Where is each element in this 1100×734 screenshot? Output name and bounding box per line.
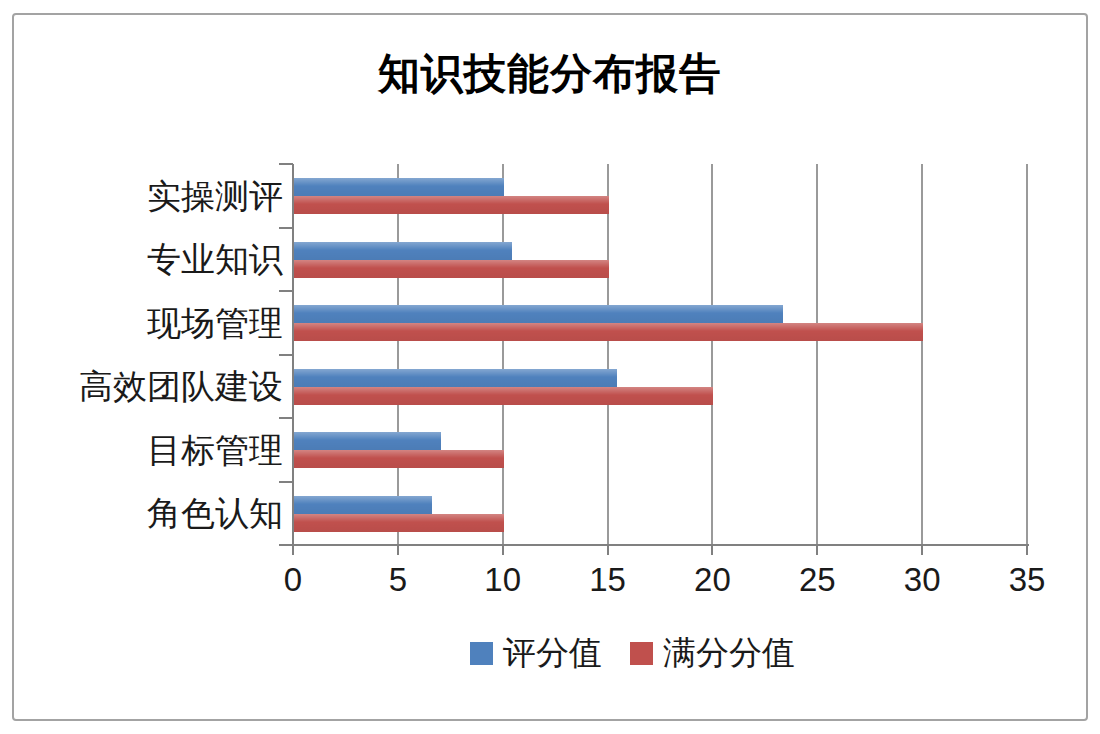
chart-canvas: 知识技能分布报告 05101520253035实操测评专业知识现场管理高效团队建… [0,0,1100,734]
y-tick-mark [279,544,293,546]
x-tick-mark [502,546,504,555]
category-label: 角色认知 [147,491,283,537]
x-tick-mark [292,546,294,555]
chart-legend: 评分值 满分分值 [470,631,795,676]
category-label: 目标管理 [147,428,283,474]
y-tick-mark [279,417,293,419]
category-label: 专业知识 [147,237,283,283]
gridline [1026,164,1028,545]
bar-评分值 [294,242,512,260]
y-axis-line [292,164,294,547]
bar-满分分值 [294,260,609,278]
x-tick-mark [711,546,713,555]
bar-评分值 [294,432,441,450]
bar-满分分值 [294,323,923,341]
bar-评分值 [294,369,617,387]
legend-swatch [630,642,653,665]
gridline [397,164,399,545]
legend-swatch [470,642,493,665]
x-tick-label: 25 [799,561,836,599]
gridline [711,164,713,545]
x-tick-label: 30 [904,561,941,599]
gridline [816,164,818,545]
x-tick-mark [397,546,399,555]
x-tick-mark [1026,546,1028,555]
x-tick-label: 20 [694,561,731,599]
legend-item: 评分值 [470,631,602,676]
category-label: 实操测评 [147,174,283,220]
x-tick-label: 15 [589,561,626,599]
x-axis-line [292,544,1029,546]
y-tick-mark [279,481,293,483]
x-tick-mark [816,546,818,555]
legend-label: 满分分值 [663,631,795,676]
category-label: 高效团队建设 [79,364,283,410]
x-tick-label: 5 [389,561,407,599]
legend-item: 满分分值 [630,631,795,676]
gridline [502,164,504,545]
bar-满分分值 [294,387,713,405]
x-tick-mark [921,546,923,555]
bar-评分值 [294,178,504,196]
y-tick-mark [279,354,293,356]
x-tick-label: 0 [284,561,302,599]
gridline [607,164,609,545]
legend-label: 评分值 [503,631,602,676]
y-tick-mark [279,163,293,165]
bar-评分值 [294,496,432,514]
y-tick-mark [279,290,293,292]
gridline [921,164,923,545]
x-tick-mark [607,546,609,555]
plot-area: 05101520253035实操测评专业知识现场管理高效团队建设目标管理角色认知 [293,164,1028,545]
bar-评分值 [294,305,783,323]
bar-满分分值 [294,450,504,468]
x-tick-label: 10 [484,561,521,599]
category-label: 现场管理 [147,301,283,347]
x-tick-label: 35 [1009,561,1046,599]
chart-title: 知识技能分布报告 [0,46,1100,102]
bar-满分分值 [294,514,504,532]
y-tick-mark [279,227,293,229]
bar-满分分值 [294,196,609,214]
